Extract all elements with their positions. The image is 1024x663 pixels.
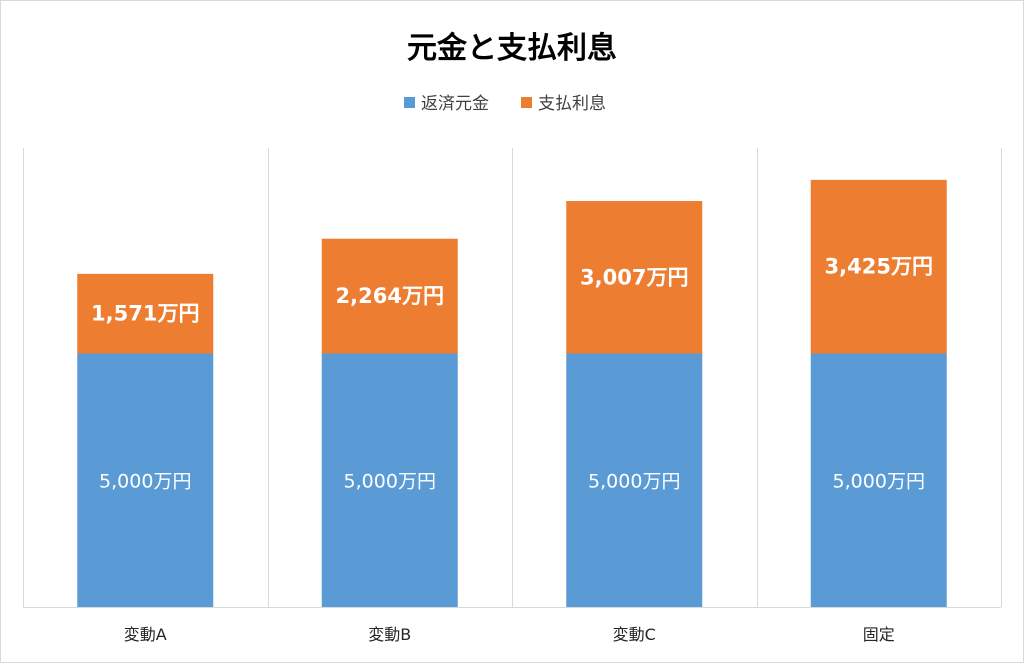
x-tick-label: 固定 xyxy=(863,625,895,644)
bar-segment-interest xyxy=(810,179,947,354)
data-label-interest: 1,571万円 xyxy=(91,302,199,326)
legend-swatch xyxy=(521,97,532,108)
legend-swatch xyxy=(404,97,415,108)
data-label-interest: 2,264万円 xyxy=(336,284,444,308)
legend-label: 返済元金 xyxy=(421,94,489,114)
data-labels: 5,000万円 1,571万円 5,000万円 2,264万円 5,000万円 3,007… xyxy=(91,255,933,493)
data-label-interest: 3,425万円 xyxy=(825,255,933,279)
category-gridlines xyxy=(23,148,1002,607)
x-tick-label: 変動A xyxy=(124,625,167,644)
chart-title: 元金と支払利息 xyxy=(407,31,617,66)
bar-segment-principal xyxy=(566,353,703,607)
bar-segment-interest xyxy=(566,201,703,354)
bar-segment-principal xyxy=(810,353,947,607)
bar-segment-interest xyxy=(77,273,214,354)
legend-label: 支払利息 xyxy=(538,94,606,114)
bars xyxy=(77,179,947,607)
bar-segment-interest xyxy=(321,238,458,354)
data-label-principal: 5,000万円 xyxy=(588,470,680,492)
data-label-interest: 3,007万円 xyxy=(580,265,688,289)
legend: 返済元金 支払利息 xyxy=(404,94,606,114)
data-label-principal: 5,000万円 xyxy=(99,470,191,492)
x-axis: 変動A 変動B 変動C 固定 xyxy=(23,607,1001,644)
data-label-principal: 5,000万円 xyxy=(833,470,925,492)
x-tick-label: 変動B xyxy=(368,625,411,644)
data-label-principal: 5,000万円 xyxy=(344,470,436,492)
bar-segment-principal xyxy=(77,353,214,607)
bar-segment-principal xyxy=(321,353,458,607)
x-tick-label: 変動C xyxy=(613,625,656,644)
